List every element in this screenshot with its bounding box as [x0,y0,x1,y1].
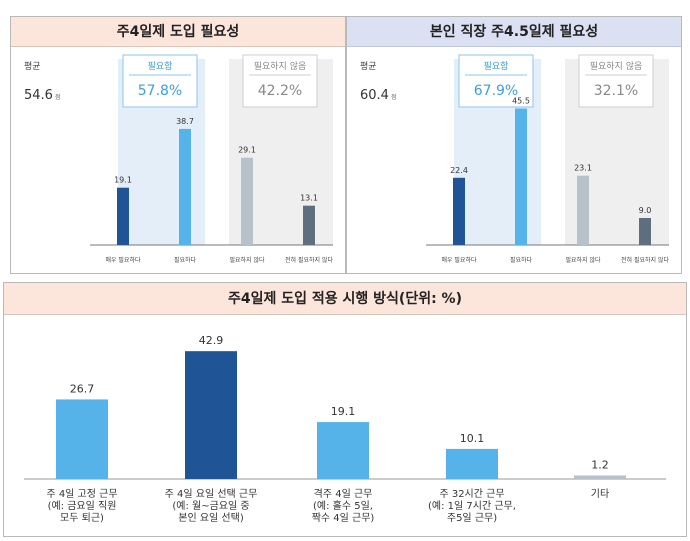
category-label: 전혀 필요하지 않다 [285,256,333,264]
avg-value: 60.4 [360,88,389,103]
bar [303,205,315,245]
avg-unit: 점 [391,94,397,101]
group-label: 필요함 [484,60,509,72]
bar-value-label: 1.2 [591,458,609,471]
group-box [458,54,534,108]
group-value: 57.8% [138,83,182,99]
category-label: 주 32시간 근무 [439,488,504,500]
category-label: 매우 필요하다 [105,256,141,264]
bar [241,157,253,245]
panel-need-4day: 주4일제 도입 필요성 필요함 57.8% 필요하지 않음 42.2% 평균 54.6 점 1… [10,16,346,274]
bar-value-label: 45.5 [512,97,530,106]
group-label: 필요하지 않음 [254,60,307,72]
bar-value-label: 10.1 [460,432,485,445]
bar-value-label: 9.0 [639,206,652,215]
group-value: 42.2% [258,83,302,99]
bar-value-label: 22.4 [450,166,468,175]
bar-value-label: 29.1 [238,146,256,155]
group-value: 67.9% [474,83,518,99]
bar-value-label: 19.1 [114,176,132,185]
bar-value-label: 23.1 [574,164,592,173]
panel-title: 본인 직장 주4.5일제 필요성 [347,17,681,47]
category-label: 모두 퇴근) [60,512,104,524]
panel-title: 주4일제 도입 필요성 [11,17,345,47]
category-label: 주 4일 고정 근무 [46,488,117,500]
bar [453,177,465,245]
bar [577,175,589,245]
group-box [122,54,198,108]
bar-value-label: 38.7 [176,117,194,126]
group-value: 32.1% [594,83,638,99]
category-label: 격주 4일 근무 [314,487,373,500]
category-label: 필요하다 [174,256,197,264]
category-label: 필요하지 않다 [229,256,265,264]
panel-title: 주4일제 도입 적용 시행 방식(단위: %) [4,283,686,315]
bar-value-label: 19.1 [331,405,356,418]
bar-value-label: 26.7 [70,382,95,395]
category-label: 짝수 4일 근무) [312,512,375,524]
avg-label: 평균 [360,61,377,72]
bar-value-label: 42.9 [199,334,224,347]
category-label: (예: 월~금요일 중 [172,500,249,512]
group-label: 필요하지 않음 [590,60,643,72]
bar-value-label: 13.1 [300,194,318,203]
bar [446,448,498,479]
bar [117,187,129,245]
category-label: 주5일 근무) [447,512,497,524]
category-label: 전혀 필요하지 않다 [621,256,669,264]
panel-need-45day: 본인 직장 주4.5일제 필요성 필요함 67.9% 필요하지 않음 32.1% 평균 6… [346,16,682,274]
category-label: (예: 금요일 직원 [48,500,117,512]
group-box [242,54,318,108]
chart-need-4day: 필요함 57.8% 필요하지 않음 42.2% 평균 54.6 점 19.1 매우 필요하다 38… [24,54,333,264]
bar [185,351,237,479]
bar [639,218,651,245]
bar [179,128,191,245]
category-label: 주 4일 요일 선택 근무 [165,488,258,500]
avg-value: 54.6 [24,88,53,103]
bar [56,399,108,479]
group-box [578,54,654,108]
group-label: 필요함 [148,60,173,72]
category-label: 필요하다 [510,256,533,264]
category-label: 매우 필요하다 [441,256,477,264]
bar [515,108,527,245]
category-label: 본인 요일 선택) [178,512,244,524]
bar [317,422,369,479]
chart-need-45day: 필요함 67.9% 필요하지 않음 32.1% 평균 60.4 점 22.4 매우 필요하다 45… [360,54,669,264]
category-label: 필요하지 않다 [565,256,601,264]
category-label: (예: 홀수 5일, [313,499,373,512]
avg-unit: 점 [55,94,61,101]
panel-method: 주4일제 도입 적용 시행 방식(단위: %) 26.7 주 4일 고정 근무 (예… [3,282,687,537]
bar [574,475,626,479]
category-label: 기타 [591,488,609,500]
avg-label: 평균 [24,61,41,72]
category-label: (예: 1일 7시간 근무, [428,500,516,512]
